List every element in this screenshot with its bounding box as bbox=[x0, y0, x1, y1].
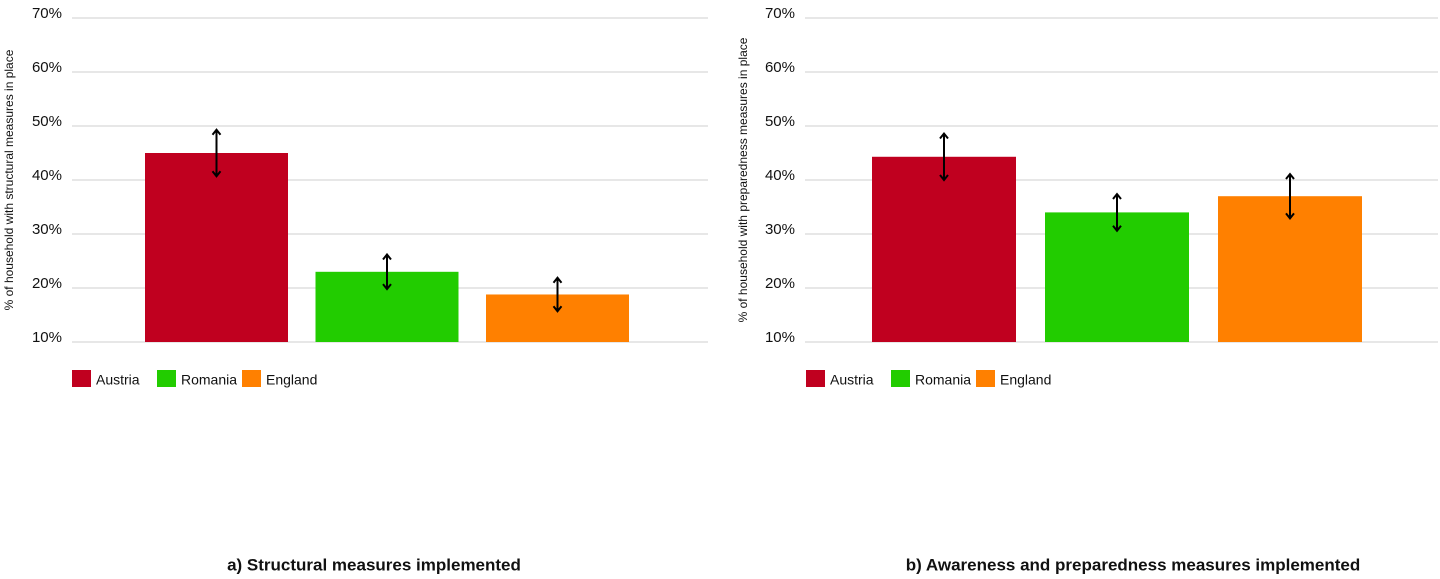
chart-title: b) Awareness and preparedness measures i… bbox=[906, 555, 1360, 574]
y-tick-label: 30% bbox=[32, 221, 62, 238]
y-tick-label: 60% bbox=[765, 59, 795, 76]
bar bbox=[145, 153, 288, 342]
y-tick-label: 20% bbox=[32, 275, 62, 292]
legend-swatch bbox=[891, 370, 910, 387]
error-arrow bbox=[382, 283, 392, 291]
y-tick-label: 50% bbox=[765, 113, 795, 130]
error-arrow bbox=[211, 170, 222, 178]
error-arrow bbox=[939, 174, 949, 182]
y-tick-label: 70% bbox=[765, 5, 795, 22]
legend-swatch bbox=[157, 370, 176, 387]
error-arrow bbox=[552, 305, 563, 313]
legend-label: Austria bbox=[96, 372, 140, 388]
y-tick-label: 40% bbox=[765, 167, 795, 184]
chart: 10% 20% 30% 40% 50% 60% 70% % of household with… bbox=[2, 5, 708, 574]
error-arrow bbox=[1112, 192, 1122, 200]
y-tick-label: 70% bbox=[32, 5, 62, 22]
y-tick-label: 10% bbox=[32, 329, 62, 346]
legend-label: England bbox=[1000, 372, 1051, 388]
error-arrow bbox=[1285, 172, 1295, 180]
legend-swatch bbox=[242, 370, 261, 387]
y-tick-label: 30% bbox=[765, 221, 795, 238]
y-tick-label: 10% bbox=[765, 329, 795, 346]
error-arrow bbox=[382, 252, 392, 261]
legend-label: Romania bbox=[181, 372, 237, 388]
chart: 10% 20% 30% 40% 50% 60% 70% % of household with… bbox=[736, 5, 1438, 574]
bar bbox=[1218, 196, 1362, 342]
error-arrow bbox=[939, 131, 949, 140]
legend-swatch bbox=[72, 370, 91, 387]
legend-label: Romania bbox=[915, 372, 971, 388]
legend-label: England bbox=[266, 372, 317, 388]
legend-swatch bbox=[806, 370, 825, 387]
y-tick-label: 60% bbox=[32, 59, 62, 76]
error-arrow bbox=[552, 276, 563, 284]
y-axis-label: % of household with structural measures … bbox=[2, 49, 16, 310]
y-axis-label: % of household with preparedness measure… bbox=[736, 37, 750, 322]
legend-swatch bbox=[976, 370, 995, 387]
legend-label: Austria bbox=[830, 372, 874, 388]
chart-title: a) Structural measures implemented bbox=[227, 555, 521, 574]
error-arrow bbox=[1112, 225, 1122, 233]
y-tick-label: 20% bbox=[765, 275, 795, 292]
error-arrow bbox=[1285, 212, 1295, 220]
y-tick-label: 50% bbox=[32, 113, 62, 130]
error-arrow bbox=[211, 128, 222, 136]
bar bbox=[872, 156, 1016, 342]
bar bbox=[1045, 212, 1189, 342]
y-tick-label: 40% bbox=[32, 167, 62, 184]
